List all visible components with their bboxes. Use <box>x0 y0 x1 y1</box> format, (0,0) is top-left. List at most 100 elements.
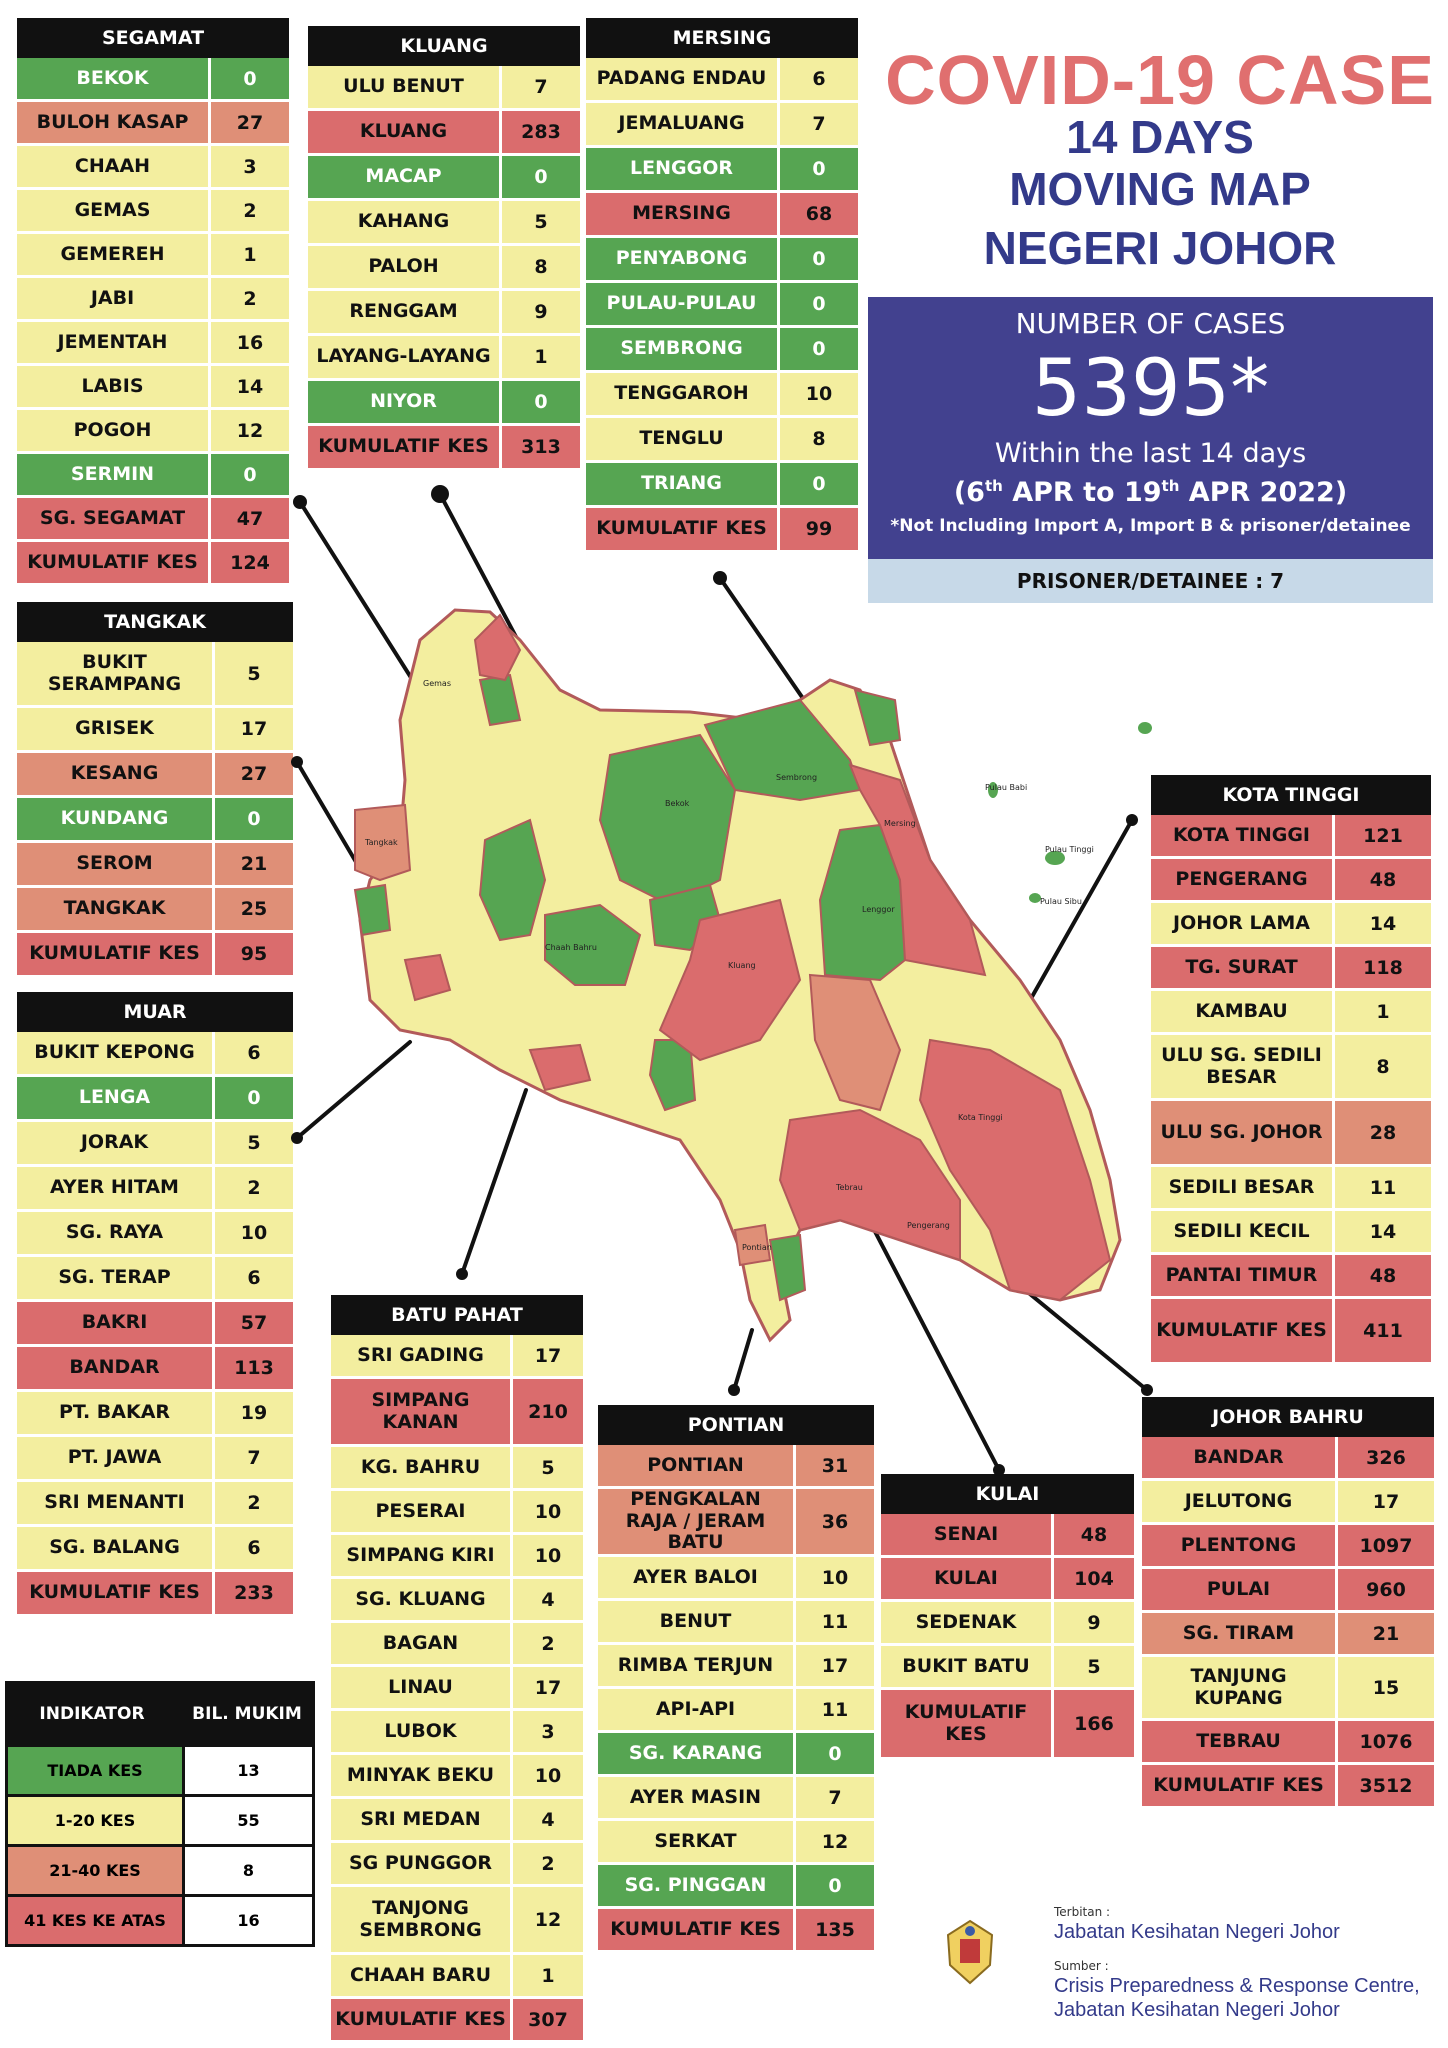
mukim-case-count: 6 <box>215 1527 293 1569</box>
mukim-row: BEKOK 0 <box>17 58 289 102</box>
mukim-row: TANJONG SEMBRONG 12 <box>331 1887 583 1955</box>
map-label-tebrau: Tebrau <box>835 1183 863 1192</box>
mukim-case-count: 17 <box>513 1667 583 1708</box>
legend-row: 1-20 KES 55 <box>5 1797 315 1847</box>
mukim-row: GRISEK 17 <box>17 708 293 753</box>
mukim-row: KUMULATIF KES 99 <box>586 508 858 553</box>
mukim-name: SEMBRONG <box>586 328 780 370</box>
mukim-name: BEKOK <box>17 58 211 99</box>
mukim-case-count: 8 <box>1335 1035 1431 1098</box>
mukim-name: ULU SG. JOHOR <box>1151 1101 1335 1164</box>
mukim-row: KAHANG 5 <box>308 201 580 246</box>
mukim-case-count: 0 <box>780 148 858 190</box>
mukim-name: KUMULATIF KES <box>331 1999 513 2040</box>
mukim-case-count: 8 <box>780 418 858 460</box>
mukim-case-count: 1 <box>513 1955 583 1996</box>
mukim-row: BUKIT BATU 5 <box>881 1646 1134 1690</box>
publisher-name: Jabatan Kesihatan Negeri Johor <box>1054 1921 1340 1943</box>
legend-indicator: 1-20 KES <box>8 1797 185 1844</box>
mukim-name: JOHOR LAMA <box>1151 903 1335 944</box>
mukim-name: SRI MENANTI <box>17 1482 215 1524</box>
map-label-pulau-babi: Pulau Babi <box>985 783 1027 792</box>
mukim-name: TEBRAU <box>1142 1721 1338 1762</box>
legend-row: 41 KES KE ATAS 16 <box>5 1897 315 1947</box>
map-label-sembrong: Sembrong <box>776 773 817 782</box>
mukim-case-count: 7 <box>502 66 580 108</box>
mukim-name: CHAAH <box>17 146 211 187</box>
mukim-name: SERMIN <box>17 454 211 495</box>
mukim-row: PENGERANG 48 <box>1151 859 1431 903</box>
mukim-row: ULU BENUT 7 <box>308 66 580 111</box>
coat-of-arms-logo <box>946 1919 994 1985</box>
map-label-lenggor: Lenggor <box>862 905 895 914</box>
map-label-kluang: Kluang <box>728 961 756 970</box>
mukim-case-count: 4 <box>513 1799 583 1840</box>
panel-johor-bahru: JOHOR BAHRU BANDAR 326 JELUTONG 17 PLENTONG 10… <box>1142 1397 1434 1809</box>
mukim-row: LABIS 14 <box>17 366 289 410</box>
mukim-name: LAYANG-LAYANG <box>308 336 502 378</box>
mukim-case-count: 0 <box>215 798 293 840</box>
mukim-case-count: 5 <box>215 642 293 705</box>
mukim-row: PT. JAWA 7 <box>17 1437 293 1482</box>
mukim-row: SRI MENANTI 2 <box>17 1482 293 1527</box>
mukim-case-count: 25 <box>215 888 293 930</box>
mukim-name: BULOH KASAP <box>17 102 211 143</box>
mukim-case-count: 21 <box>1338 1613 1434 1654</box>
mukim-row: SG. SEGAMAT 47 <box>17 498 289 542</box>
mukim-case-count: 95 <box>215 933 293 975</box>
mukim-name: TANJONG SEMBRONG <box>331 1887 513 1952</box>
mukim-name: KUNDANG <box>17 798 215 840</box>
mukim-name: KUMULATIF KES <box>17 542 211 583</box>
mukim-case-count: 233 <box>215 1572 293 1614</box>
mukim-name: TG. SURAT <box>1151 947 1335 988</box>
mukim-case-count: 960 <box>1338 1569 1434 1610</box>
mukim-row: TANJUNG KUPANG 15 <box>1142 1657 1434 1721</box>
mukim-case-count: 27 <box>215 753 293 795</box>
region-ulu-sg-johor <box>808 973 902 1112</box>
mukim-row: POGOH 12 <box>17 410 289 454</box>
map-label-gemas: Gemas <box>423 679 451 688</box>
mukim-name: LUBOK <box>331 1711 513 1752</box>
legend-indicator: 41 KES KE ATAS <box>8 1897 185 1944</box>
mukim-name: SEDENAK <box>881 1602 1054 1643</box>
mukim-case-count: 1097 <box>1338 1525 1434 1566</box>
mukim-name: MINYAK BEKU <box>331 1755 513 1796</box>
panel-title: JOHOR BAHRU <box>1142 1397 1434 1437</box>
panel-segamat: SEGAMAT BEKOK 0 BULOH KASAP 27 CHAAH 3 GEMAS 2 GE… <box>17 18 289 586</box>
mukim-case-count: 0 <box>796 1733 874 1774</box>
mukim-name: SG. TERAP <box>17 1257 215 1299</box>
mukim-row: TENGGAROH 10 <box>586 373 858 418</box>
mukim-row: PULAU-PULAU 0 <box>586 283 858 328</box>
mukim-name: TENGLU <box>586 418 780 460</box>
mukim-case-count: 17 <box>1338 1481 1434 1522</box>
mukim-name: BENUT <box>598 1601 796 1642</box>
mukim-case-count: 210 <box>513 1379 583 1444</box>
mukim-case-count: 28 <box>1335 1101 1431 1164</box>
region-chaah-bahru <box>544 903 642 986</box>
mukim-name: KUMULATIF KES <box>308 426 502 468</box>
mukim-name: SG. KLUANG <box>331 1579 513 1620</box>
mukim-row: KLUANG 283 <box>308 111 580 156</box>
mukim-row: BUKIT SERAMPANG 5 <box>17 642 293 708</box>
mukim-row: TANGKAK 25 <box>17 888 293 933</box>
mukim-name: SG PUNGGOR <box>331 1843 513 1884</box>
mukim-case-count: 0 <box>796 1865 874 1906</box>
mukim-case-count: 10 <box>780 373 858 415</box>
cases-total: 5395* <box>1031 344 1270 434</box>
mukim-row: AYER BALOI 10 <box>598 1557 874 1601</box>
legend-indicator: TIADA KES <box>8 1747 185 1794</box>
mukim-name: RIMBA TERJUN <box>598 1645 796 1686</box>
region-pontian <box>733 1223 772 1267</box>
mukim-row: GEMAS 2 <box>17 190 289 234</box>
mukim-row: CHAAH BARU 1 <box>331 1955 583 1999</box>
mukim-case-count: 8 <box>502 246 580 288</box>
mukim-row: SEDENAK 9 <box>881 1602 1134 1646</box>
mukim-name: PENYABONG <box>586 238 780 280</box>
mukim-name: SIMPANG KANAN <box>331 1379 513 1444</box>
mukim-case-count: 48 <box>1335 1255 1431 1296</box>
mukim-name: BUKIT KEPONG <box>17 1032 215 1074</box>
mukim-case-count: 7 <box>215 1437 293 1479</box>
map-label-bekok: Bekok <box>665 799 690 808</box>
mukim-row: TENGLU 8 <box>586 418 858 463</box>
mukim-name: BUKIT SERAMPANG <box>17 642 215 705</box>
